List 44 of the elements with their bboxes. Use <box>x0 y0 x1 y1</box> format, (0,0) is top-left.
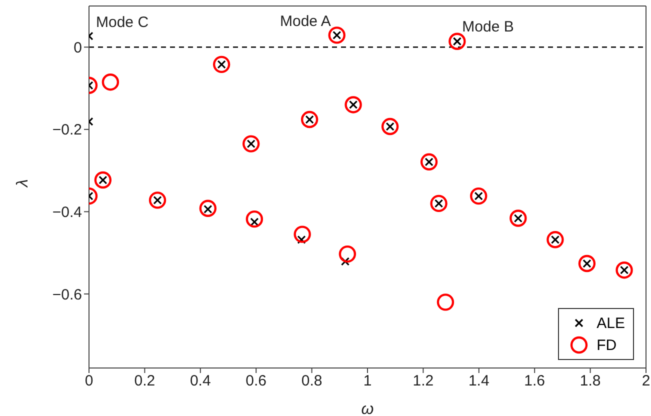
x-tick-label: 1.2 <box>412 372 434 390</box>
point <box>546 231 564 248</box>
x-tick-label: 0.6 <box>246 372 267 390</box>
point <box>338 245 356 263</box>
point <box>242 135 260 152</box>
point <box>448 32 466 50</box>
point <box>430 194 448 212</box>
point <box>199 200 217 217</box>
x-tick-label: 1.6 <box>524 372 546 390</box>
x-tick-label: 0.8 <box>301 372 322 390</box>
point <box>510 210 527 227</box>
x-tick-label: 2 <box>642 372 650 390</box>
x-tick-label: 1.4 <box>468 372 490 390</box>
legend-label: ALE <box>596 314 625 332</box>
x-tick-label: 0 <box>84 372 94 390</box>
x-axis-title: ω <box>361 401 374 416</box>
point <box>246 210 264 228</box>
x-tick-label: 0.4 <box>190 372 211 390</box>
point <box>436 294 454 311</box>
legend-label: FD <box>596 336 617 354</box>
annotation: Mode C <box>96 14 149 32</box>
annotation: Mode B <box>462 18 514 36</box>
point <box>420 153 438 171</box>
y-tick-label: 0 <box>74 39 82 56</box>
annotation: Mode A <box>280 13 331 30</box>
point <box>616 261 633 279</box>
x-tick-label: 1.8 <box>580 372 601 390</box>
point <box>578 254 596 272</box>
point <box>470 187 488 205</box>
point <box>300 110 318 128</box>
y-axis-title: λ <box>14 179 32 188</box>
x-tick-label: 1 <box>363 372 372 390</box>
y-tick-label: −0.6 <box>52 286 82 304</box>
point <box>294 226 311 243</box>
y-tick-label: −0.2 <box>52 122 82 139</box>
point <box>102 74 120 91</box>
point <box>344 96 362 114</box>
point <box>328 26 346 44</box>
point <box>94 171 112 189</box>
point <box>212 56 230 74</box>
point <box>148 192 166 209</box>
x-tick-label: 0.2 <box>134 372 156 390</box>
y-tick-label: −0.4 <box>52 204 82 222</box>
point <box>381 118 399 136</box>
